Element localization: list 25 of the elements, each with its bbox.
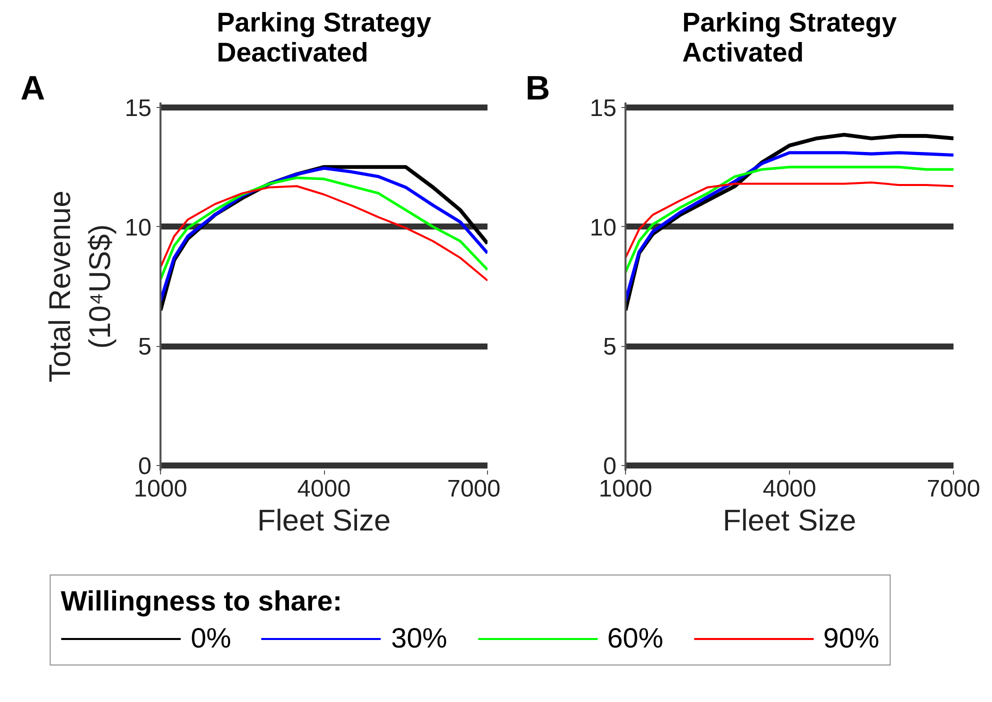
x-axis-title: Fleet Size xyxy=(722,504,856,538)
y-tick-label: 15 xyxy=(124,94,152,122)
y-tick-label: 15 xyxy=(590,94,617,122)
x-tick-label: 7000 xyxy=(447,476,500,502)
legend-label: 30% xyxy=(391,622,448,654)
line-series xyxy=(626,151,954,302)
line-series xyxy=(626,182,954,259)
chart-title: Parking Strategy Deactivated xyxy=(216,8,432,68)
legend-title: Willingness to share: xyxy=(60,586,344,618)
y-axis-title: Total Revenue (10⁴US$) xyxy=(44,190,117,382)
legend-label: 60% xyxy=(607,622,664,654)
text: A xyxy=(20,70,46,108)
chart-title: Parking Strategy Activated xyxy=(682,8,897,68)
legend-label: 90% xyxy=(823,622,880,654)
x-tick-label: 7000 xyxy=(926,476,980,502)
x-tick-label: 4000 xyxy=(297,476,351,502)
x-axis-title: Fleet Size xyxy=(257,504,391,538)
y-tick-label: 10 xyxy=(124,214,152,242)
legend-label: 0% xyxy=(190,622,232,654)
line-series xyxy=(626,166,954,274)
text: B xyxy=(526,70,550,108)
x-tick-label: 4000 xyxy=(762,476,816,502)
y-tick-label: 10 xyxy=(590,214,617,242)
y-tick-label: 5 xyxy=(138,334,152,361)
y-tick-label: 5 xyxy=(603,334,617,361)
